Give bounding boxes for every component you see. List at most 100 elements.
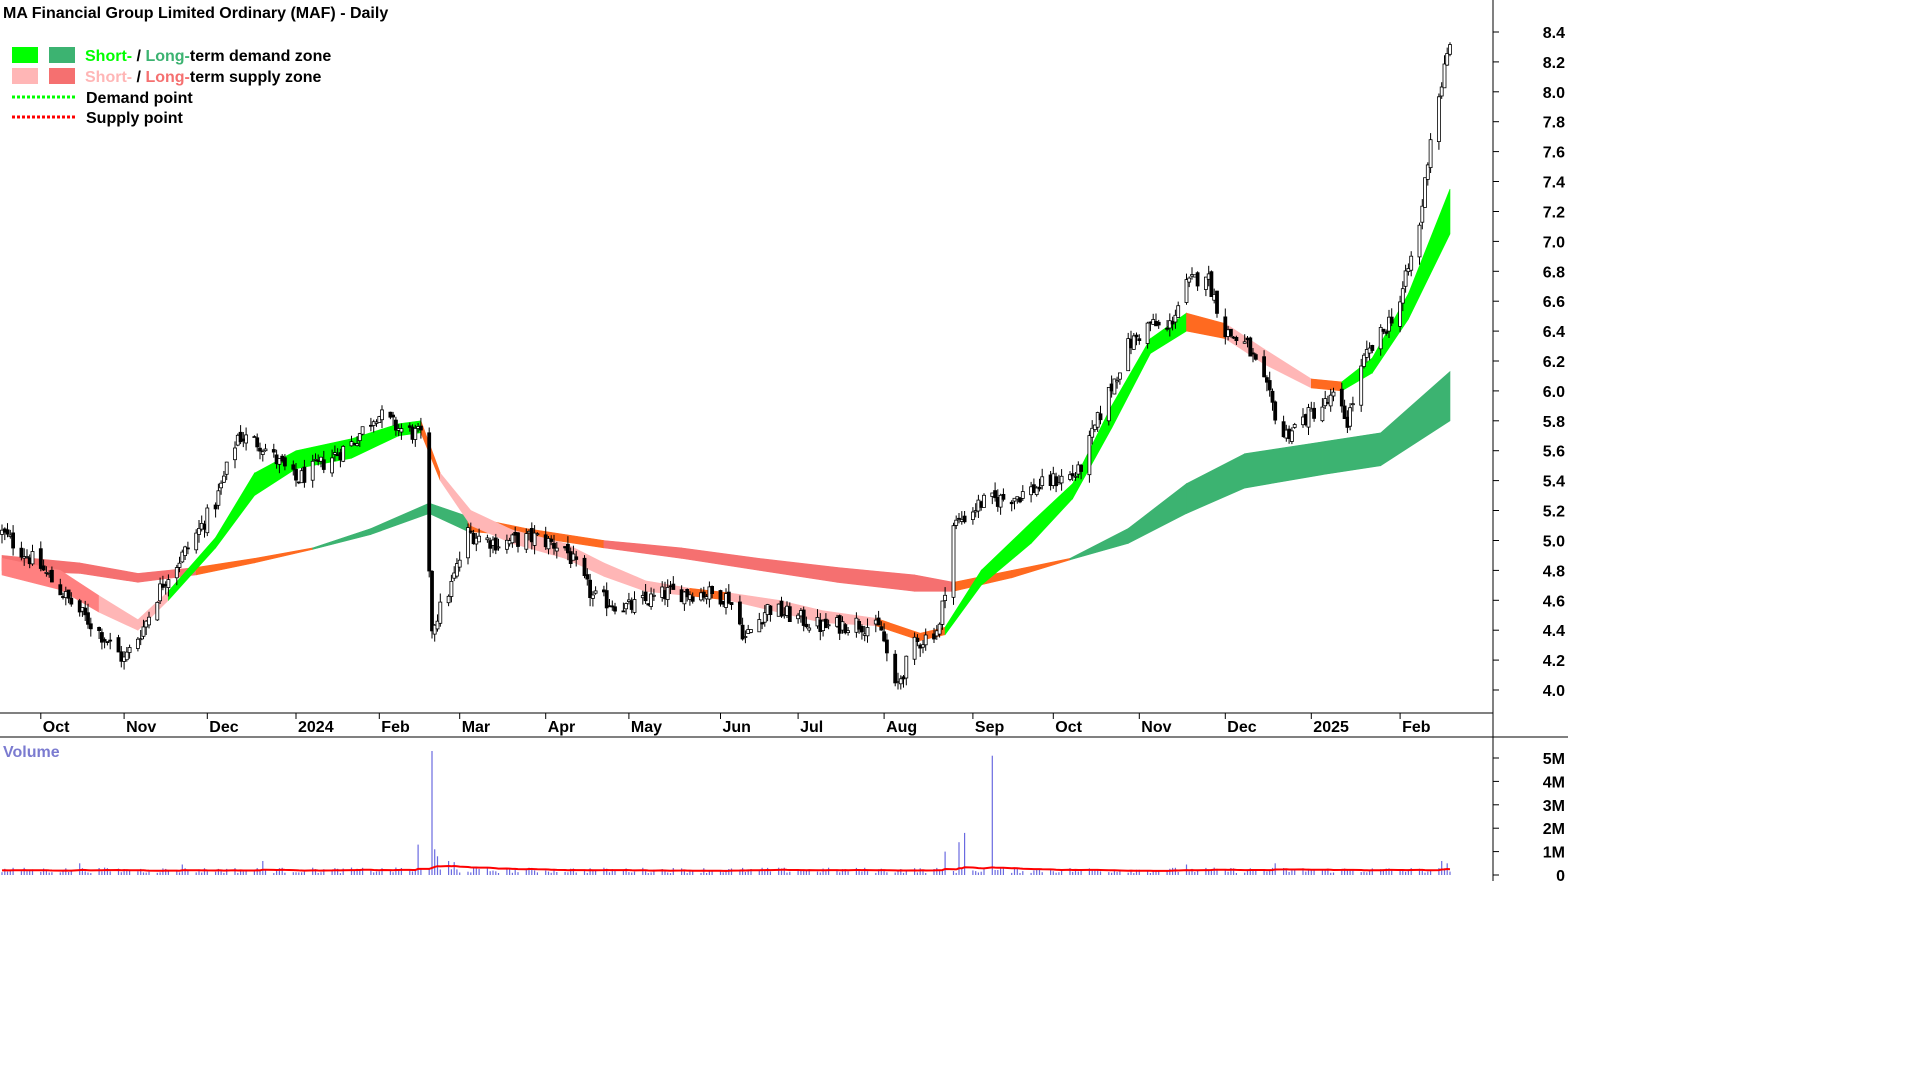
- candle-body: [185, 547, 190, 550]
- y-tick-label: 7.8: [1543, 115, 1565, 132]
- candle-body: [760, 622, 764, 625]
- candle-body: [330, 457, 335, 474]
- candle-body: [197, 528, 201, 535]
- x-tick-label: 2025: [1313, 719, 1349, 736]
- candle-body: [219, 482, 224, 489]
- candle-body: [632, 599, 637, 613]
- price-candles: [0, 42, 1452, 690]
- candle-body: [1009, 501, 1014, 505]
- candle-body: [552, 542, 556, 549]
- candle-body: [357, 433, 362, 442]
- candle-body: [86, 612, 90, 625]
- candle-body: [1348, 407, 1352, 427]
- candle-body: [1057, 482, 1061, 485]
- candle-body: [1040, 476, 1045, 486]
- candle-body: [860, 626, 864, 633]
- candle-body: [1290, 430, 1294, 442]
- candle-body: [244, 434, 249, 444]
- y-tick-label: 5.4: [1543, 474, 1565, 491]
- candle-body: [701, 591, 706, 598]
- x-tick-label: Oct: [43, 719, 70, 736]
- candle-body: [937, 623, 942, 635]
- price-y-ticks: 4.0 4.2 4.4 4.6 4.8 5.0 5.2 5.4 5.6 5.8 6.0 6.2 6.4 6…: [1493, 25, 1565, 700]
- candle-body: [418, 425, 423, 431]
- short-term-zone: [1, 188, 1451, 642]
- candle-body: [665, 587, 670, 600]
- candle-body: [804, 623, 809, 628]
- long-term-zone-segment: [1069, 528, 1129, 561]
- candle-body: [898, 678, 903, 685]
- candle-body: [1331, 391, 1336, 397]
- candle-body: [510, 534, 515, 544]
- x-tick-label: Feb: [1402, 719, 1431, 736]
- y-tick-label: 6.2: [1543, 354, 1565, 371]
- candle-body: [205, 507, 210, 534]
- candle-body: [1328, 394, 1333, 407]
- long-term-zone-segment: [1322, 432, 1381, 476]
- x-tick-label: Apr: [548, 719, 576, 736]
- candle-body: [685, 589, 690, 598]
- long-term-zone-segment: [254, 547, 314, 564]
- candle-body: [1292, 424, 1297, 428]
- x-tick-label: Aug: [886, 719, 917, 736]
- long-term-zone-segment: [603, 540, 682, 559]
- candle-body: [116, 637, 121, 653]
- legend-demand-sep: /: [132, 48, 145, 65]
- volume-tick-label: 3M: [1543, 798, 1565, 815]
- candle-body: [516, 532, 520, 547]
- legend-short-supply-swatch: [12, 68, 38, 84]
- candle-body: [1251, 352, 1255, 355]
- candle-body: [1351, 403, 1355, 406]
- legend-demand-short: Short-: [85, 48, 132, 65]
- candle-body: [11, 532, 16, 549]
- candle-body: [310, 460, 315, 481]
- candle-body: [1176, 305, 1181, 318]
- candle-body: [971, 511, 975, 520]
- candle-body: [671, 583, 676, 590]
- candle-body: [5, 529, 10, 535]
- candle-body: [1054, 476, 1058, 487]
- legend-long-supply-swatch: [49, 68, 75, 84]
- candle-body: [1112, 378, 1117, 395]
- candle-body: [504, 539, 509, 550]
- y-tick-label: 5.8: [1543, 414, 1565, 431]
- legend-supply-long: Long-: [145, 69, 189, 86]
- candle-body: [1195, 272, 1200, 287]
- chart-root: 4.0 4.2 4.4 4.6 4.8 5.0 5.2 5.4 5.6 5.8 6.0 6.2 6.4 6…: [0, 0, 1568, 885]
- candle-body: [263, 448, 268, 452]
- candle-body: [1389, 316, 1394, 324]
- long-term-zone-segment: [836, 567, 915, 592]
- volume-tick-label: 2M: [1543, 821, 1565, 838]
- long-term-zone-segment: [370, 502, 430, 535]
- volume-bars: [1, 751, 1451, 875]
- legend-short-demand-swatch: [12, 47, 38, 63]
- candle-body: [1384, 331, 1389, 334]
- candle-body: [621, 610, 626, 613]
- candle-body: [779, 600, 784, 617]
- candle-body: [1378, 326, 1383, 350]
- candle-body: [743, 636, 748, 638]
- short-term-zone-segment: [1408, 188, 1451, 320]
- candle-body: [940, 600, 945, 625]
- candle-body: [865, 627, 870, 637]
- long-term-zone: [1, 370, 1451, 592]
- candle-body: [951, 525, 956, 598]
- candle-body: [1018, 497, 1022, 503]
- legend-demand-text: term demand zone: [190, 48, 331, 65]
- candle-body: [1037, 486, 1042, 490]
- candle-body: [147, 616, 151, 626]
- candle-body: [1423, 177, 1427, 208]
- y-tick-label: 4.2: [1543, 653, 1565, 670]
- candle-body: [1339, 388, 1344, 407]
- candle-body: [427, 432, 432, 572]
- long-term-zone-segment: [681, 547, 760, 571]
- y-tick-label: 5.0: [1543, 534, 1565, 551]
- candle-body: [762, 612, 767, 623]
- candle-body: [787, 606, 792, 623]
- candle-body: [1115, 380, 1119, 383]
- candle-body: [194, 532, 199, 551]
- short-term-zone-segment: [1311, 378, 1343, 392]
- candle-body: [1242, 341, 1247, 344]
- candle-body: [388, 411, 393, 418]
- candle-body: [1118, 372, 1122, 380]
